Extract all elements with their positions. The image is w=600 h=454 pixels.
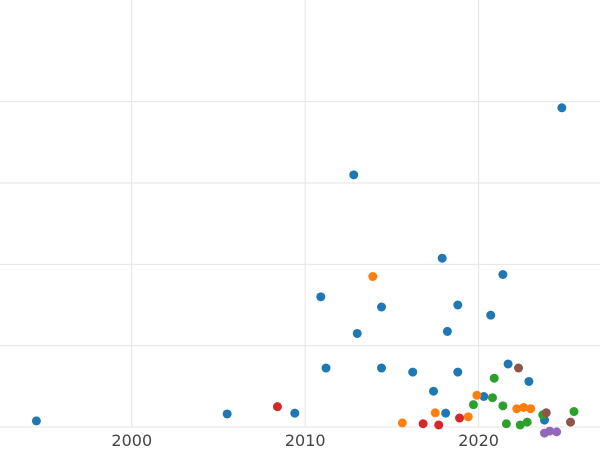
- data-point-orange: [368, 272, 378, 282]
- data-point-blue: [222, 409, 232, 419]
- data-point-blue: [453, 367, 463, 377]
- x-tick-label: 2010: [285, 431, 326, 450]
- data-point-blue: [453, 300, 463, 310]
- data-point-green: [468, 400, 478, 410]
- data-point-blue: [352, 328, 362, 338]
- data-point-orange: [526, 404, 536, 414]
- data-point-blue: [479, 392, 489, 401]
- data-point-blue: [408, 367, 418, 377]
- data-point-blue: [441, 408, 451, 418]
- data-point-red: [272, 402, 282, 412]
- points-layer: [31, 103, 579, 438]
- data-point-red: [418, 419, 428, 429]
- data-point-orange: [472, 390, 482, 400]
- data-point-blue: [429, 386, 439, 396]
- data-point-blue: [377, 363, 387, 373]
- data-point-green: [515, 420, 525, 430]
- data-point-blue: [437, 253, 447, 263]
- data-point-green: [498, 401, 508, 411]
- data-point-blue: [557, 103, 567, 113]
- data-point-green: [501, 419, 511, 429]
- data-point-blue: [31, 416, 41, 426]
- data-point-blue: [377, 302, 387, 312]
- data-point-blue: [290, 408, 300, 418]
- data-point-blue: [498, 270, 508, 279]
- data-point-green: [522, 417, 532, 427]
- data-point-orange: [463, 412, 473, 422]
- data-point-red: [434, 420, 444, 430]
- data-point-orange: [430, 408, 440, 418]
- x-tick-labels: 2000 2010 2020: [111, 431, 499, 450]
- data-point-blue: [486, 310, 496, 320]
- data-point-orange: [519, 402, 529, 412]
- data-point-blue: [349, 170, 359, 180]
- data-point-blue: [321, 363, 331, 373]
- data-point-orange: [397, 418, 407, 428]
- data-point-purple: [552, 427, 562, 437]
- data-point-green: [569, 407, 579, 417]
- data-point-blue: [316, 292, 326, 302]
- data-point-green: [487, 393, 497, 403]
- data-point-brown: [513, 363, 523, 373]
- data-point-orange: [512, 404, 522, 414]
- data-point-blue: [442, 326, 452, 336]
- x-tick-label: 2000: [111, 431, 152, 450]
- data-point-brown: [566, 417, 576, 427]
- data-point-purple: [545, 426, 555, 436]
- data-point-blue: [524, 376, 534, 386]
- grid-layer: [0, 0, 600, 428]
- data-point-brown: [541, 408, 551, 418]
- data-point-blue: [503, 359, 513, 369]
- data-point-green: [489, 373, 499, 383]
- x-tick-label: 2020: [458, 431, 499, 450]
- data-point-red: [455, 413, 465, 423]
